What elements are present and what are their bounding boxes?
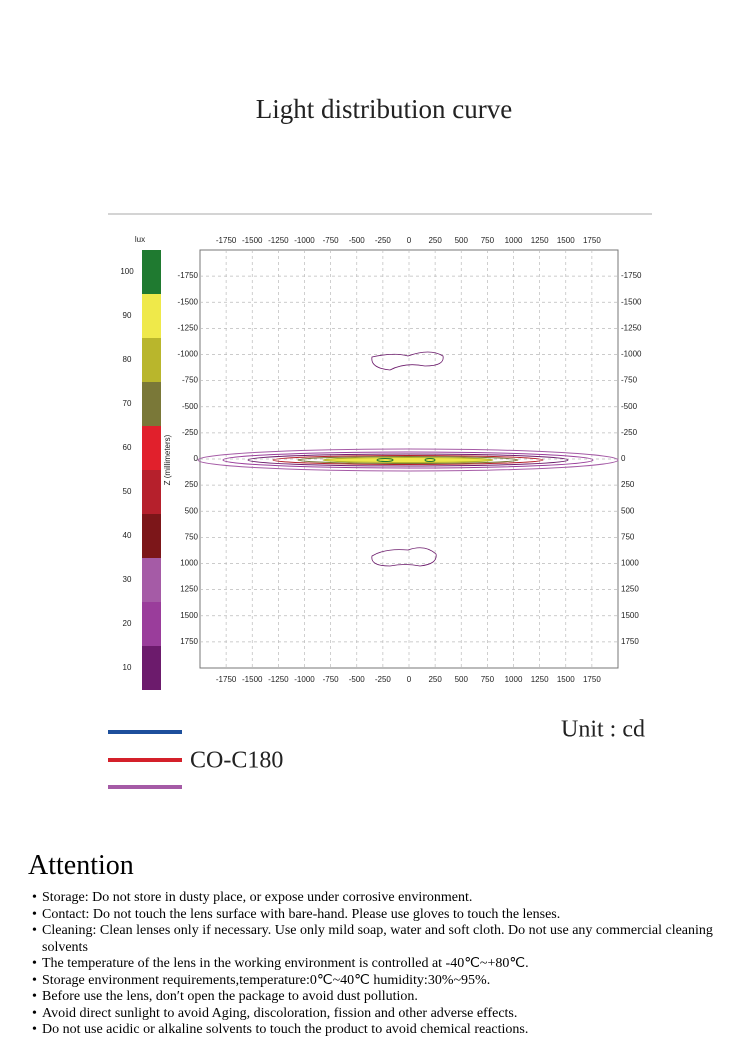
x-tick-label: 500: [455, 236, 469, 245]
y-tick-label: 500: [185, 506, 199, 515]
y-tick-label: 1500: [180, 611, 198, 620]
x-tick-label: 1250: [531, 675, 549, 684]
colorbar-tick-label: 30: [123, 575, 132, 584]
y-tick-label: -1500: [178, 297, 199, 306]
y-tick-label: 1750: [180, 637, 198, 646]
x-tick-label: -500: [349, 675, 366, 684]
y-tick-label: -1000: [178, 350, 199, 359]
x-tick-label: 0: [407, 675, 412, 684]
x-tick-label: 1500: [557, 236, 575, 245]
colorbar-label: lux: [135, 235, 145, 244]
attention-item: Storage environment requirements,tempera…: [30, 973, 730, 990]
x-tick-label: -1500: [242, 675, 263, 684]
y-tick-label: -1500: [621, 297, 642, 306]
x-tick-label: -1750: [216, 236, 237, 245]
y-tick-label: 750: [185, 532, 199, 541]
y-tick-label: 1250: [621, 585, 639, 594]
x-tick-label: 1000: [505, 675, 523, 684]
x-tick-label: 250: [428, 675, 442, 684]
colorbar-segment: [142, 338, 161, 382]
legend-label: CO-C180: [190, 748, 283, 774]
y-tick-label: -1750: [621, 271, 642, 280]
attention-list: Storage: Do not store in dusty place, or…: [30, 890, 730, 1039]
x-tick-label: -750: [323, 236, 340, 245]
title: Light distribution curve: [256, 94, 512, 124]
colorbar-segment: [142, 426, 161, 470]
colorbar-tick-label: 60: [123, 443, 132, 452]
colorbar-segment: [142, 558, 161, 602]
colorbar-tick-label: 80: [123, 355, 132, 364]
y-tick-label: -1250: [621, 323, 642, 332]
x-tick-label: 1250: [531, 236, 549, 245]
x-tick-label: 0: [407, 236, 412, 245]
x-tick-label: 250: [428, 236, 442, 245]
y-tick-label: 250: [621, 480, 635, 489]
x-tick-label: -1250: [268, 675, 289, 684]
attention-item: Storage: Do not store in dusty place, or…: [30, 890, 730, 907]
x-tick-label: 750: [481, 675, 495, 684]
x-tick-label: 1750: [583, 236, 601, 245]
y-tick-label: -250: [182, 428, 199, 437]
colorbar-tick-label: 90: [123, 311, 132, 320]
colorbar-segment: [142, 250, 161, 294]
x-tick-label: -750: [323, 675, 340, 684]
attention-item: The temperature of the lens in the worki…: [30, 956, 730, 973]
y-tick-label: -750: [621, 376, 638, 385]
y-tick-label: 750: [621, 532, 635, 541]
colorbar-segment: [142, 294, 161, 338]
y-tick-label: 250: [185, 480, 199, 489]
y-tick-label: -1000: [621, 350, 642, 359]
colorbar-tick-label: 10: [123, 663, 132, 672]
y-tick-label: 1500: [621, 611, 639, 620]
contours: [197, 351, 619, 567]
attention-item: Cleaning: Clean lenses only if necessary…: [30, 923, 730, 956]
y-tick-label: 1000: [621, 559, 639, 568]
y-tick-label: -1750: [178, 271, 199, 280]
x-tick-label: 750: [481, 236, 495, 245]
x-tick-label: -500: [349, 236, 366, 245]
y-tick-label: -500: [182, 402, 199, 411]
y-tick-label: 500: [621, 506, 635, 515]
x-tick-label: 1750: [583, 675, 601, 684]
y-tick-label: 1750: [621, 637, 639, 646]
colorbar-tick-label: 20: [123, 619, 132, 628]
x-tick-label: 1500: [557, 675, 575, 684]
attention-item: Avoid direct sunlight to avoid Aging, di…: [30, 1006, 730, 1023]
x-tick-label: -1000: [294, 236, 315, 245]
x-tick-label: -1250: [268, 236, 289, 245]
y-tick-label: 0: [621, 454, 626, 463]
y-tick-label: -500: [621, 402, 638, 411]
y-tick-label: -250: [621, 428, 638, 437]
colorbar-segment: [142, 470, 161, 514]
x-tick-label: -250: [375, 236, 392, 245]
x-tick-label: 500: [455, 675, 469, 684]
attention-item: Contact: Do not touch the lens surface w…: [30, 907, 730, 924]
attention-item: Do not use acidic or alkaline solvents t…: [30, 1022, 730, 1039]
y-axis-label: Z (millimeters): [163, 434, 172, 485]
y-tick-label: -750: [182, 376, 199, 385]
colorbar-segment: [142, 602, 161, 646]
y-tick-label: 1250: [180, 585, 198, 594]
colorbar-segment: [142, 514, 161, 558]
x-tick-label: -1500: [242, 236, 263, 245]
colorbar-segment: [142, 382, 161, 426]
y-tick-label: 0: [194, 454, 199, 463]
x-tick-label: -1000: [294, 675, 315, 684]
x-tick-label: -1750: [216, 675, 237, 684]
x-tick-label: 1000: [505, 236, 523, 245]
x-tick-label: -250: [375, 675, 392, 684]
attention-title: Attention: [28, 850, 134, 881]
attention-item: Before use the lens, don′t open the pack…: [30, 989, 730, 1006]
colorbar-tick-label: 70: [123, 399, 132, 408]
grid: [200, 250, 618, 668]
colorbar-tick-label: 100: [120, 267, 134, 276]
colorbar-tick-label: 50: [123, 487, 132, 496]
y-tick-label: -1250: [178, 323, 199, 332]
unit: Unit : cd: [561, 717, 645, 743]
figure: Light distribution curve lux Z (millimet…: [108, 94, 652, 789]
y-tick-label: 1000: [180, 559, 198, 568]
colorbar-tick-label: 40: [123, 531, 132, 540]
colorbar-segment: [142, 646, 161, 690]
